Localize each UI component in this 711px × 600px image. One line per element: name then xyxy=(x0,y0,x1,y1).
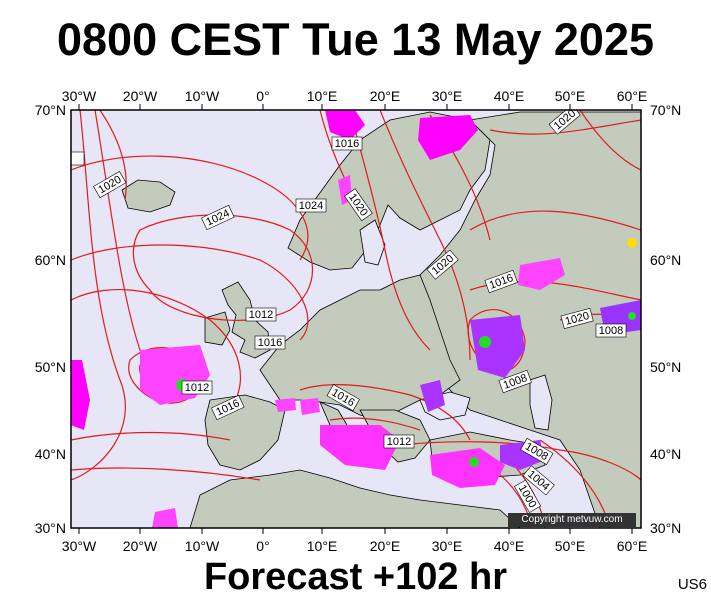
lon-label: 40°E xyxy=(493,88,525,104)
axis-ticks xyxy=(78,104,633,534)
lon-label: 10°E xyxy=(306,88,338,104)
lon-label: 60°E xyxy=(616,538,648,554)
isobars xyxy=(71,110,641,528)
isobar-label: 1016 xyxy=(254,335,286,350)
isobar-label: 1008 xyxy=(595,323,627,338)
copyright-note: Copyright metvuw.com xyxy=(508,513,636,527)
lon-label: 30°E xyxy=(431,538,463,554)
lon-label: 10°W xyxy=(184,538,220,554)
lon-label: 10°W xyxy=(184,88,220,104)
lat-label: 50°N xyxy=(650,359,682,375)
isobar-label: 1012 xyxy=(245,307,277,322)
lon-label: 30°W xyxy=(61,538,97,554)
lon-label: 10°E xyxy=(306,538,338,554)
svg-text:1024: 1024 xyxy=(299,200,323,212)
isobar-label: 1016 xyxy=(331,136,363,151)
lon-label: 20°W xyxy=(122,538,158,554)
isobar-label: 1020 xyxy=(560,307,594,330)
lat-label: 60°N xyxy=(650,252,682,268)
svg-text:1016: 1016 xyxy=(258,337,282,349)
lon-label: 20°E xyxy=(369,538,401,554)
svg-text:1008: 1008 xyxy=(599,325,623,337)
forecast-label: Forecast +102 hr xyxy=(203,556,508,598)
isobar-label: 1012 xyxy=(181,380,213,395)
lon-label: 40°E xyxy=(493,538,525,554)
isobar-label: 1024 xyxy=(295,198,327,213)
lon-label: 50°E xyxy=(554,88,586,104)
lon-label: 0° xyxy=(256,88,270,104)
map-frame xyxy=(70,109,642,529)
lon-label: 30°E xyxy=(431,88,463,104)
lon-label: 50°E xyxy=(554,538,586,554)
isobar-label xyxy=(71,151,85,166)
map-title: 0800 CEST Tue 13 May 2025 xyxy=(57,14,654,65)
svg-text:1012: 1012 xyxy=(249,309,273,321)
lon-label: 20°E xyxy=(369,88,401,104)
lat-label: 30°N xyxy=(650,520,682,536)
lat-label: 70°N xyxy=(650,102,682,118)
svg-text:1012: 1012 xyxy=(185,382,209,394)
lat-label: 60°N xyxy=(34,252,66,268)
lat-label: 50°N xyxy=(34,359,66,375)
lon-label: 20°W xyxy=(122,88,158,104)
model-code: US6 xyxy=(677,576,707,593)
lon-label: 30°W xyxy=(61,88,97,104)
lat-label: 30°N xyxy=(34,520,66,536)
isobar-label: 1012 xyxy=(383,434,415,449)
lon-label: 0° xyxy=(256,538,270,554)
svg-text:1016: 1016 xyxy=(335,138,359,150)
lat-label: 40°N xyxy=(650,446,682,462)
lat-label: 40°N xyxy=(34,446,66,462)
lon-label: 60°E xyxy=(616,88,648,104)
lat-label: 70°N xyxy=(34,102,66,118)
svg-text:1012: 1012 xyxy=(387,436,411,448)
